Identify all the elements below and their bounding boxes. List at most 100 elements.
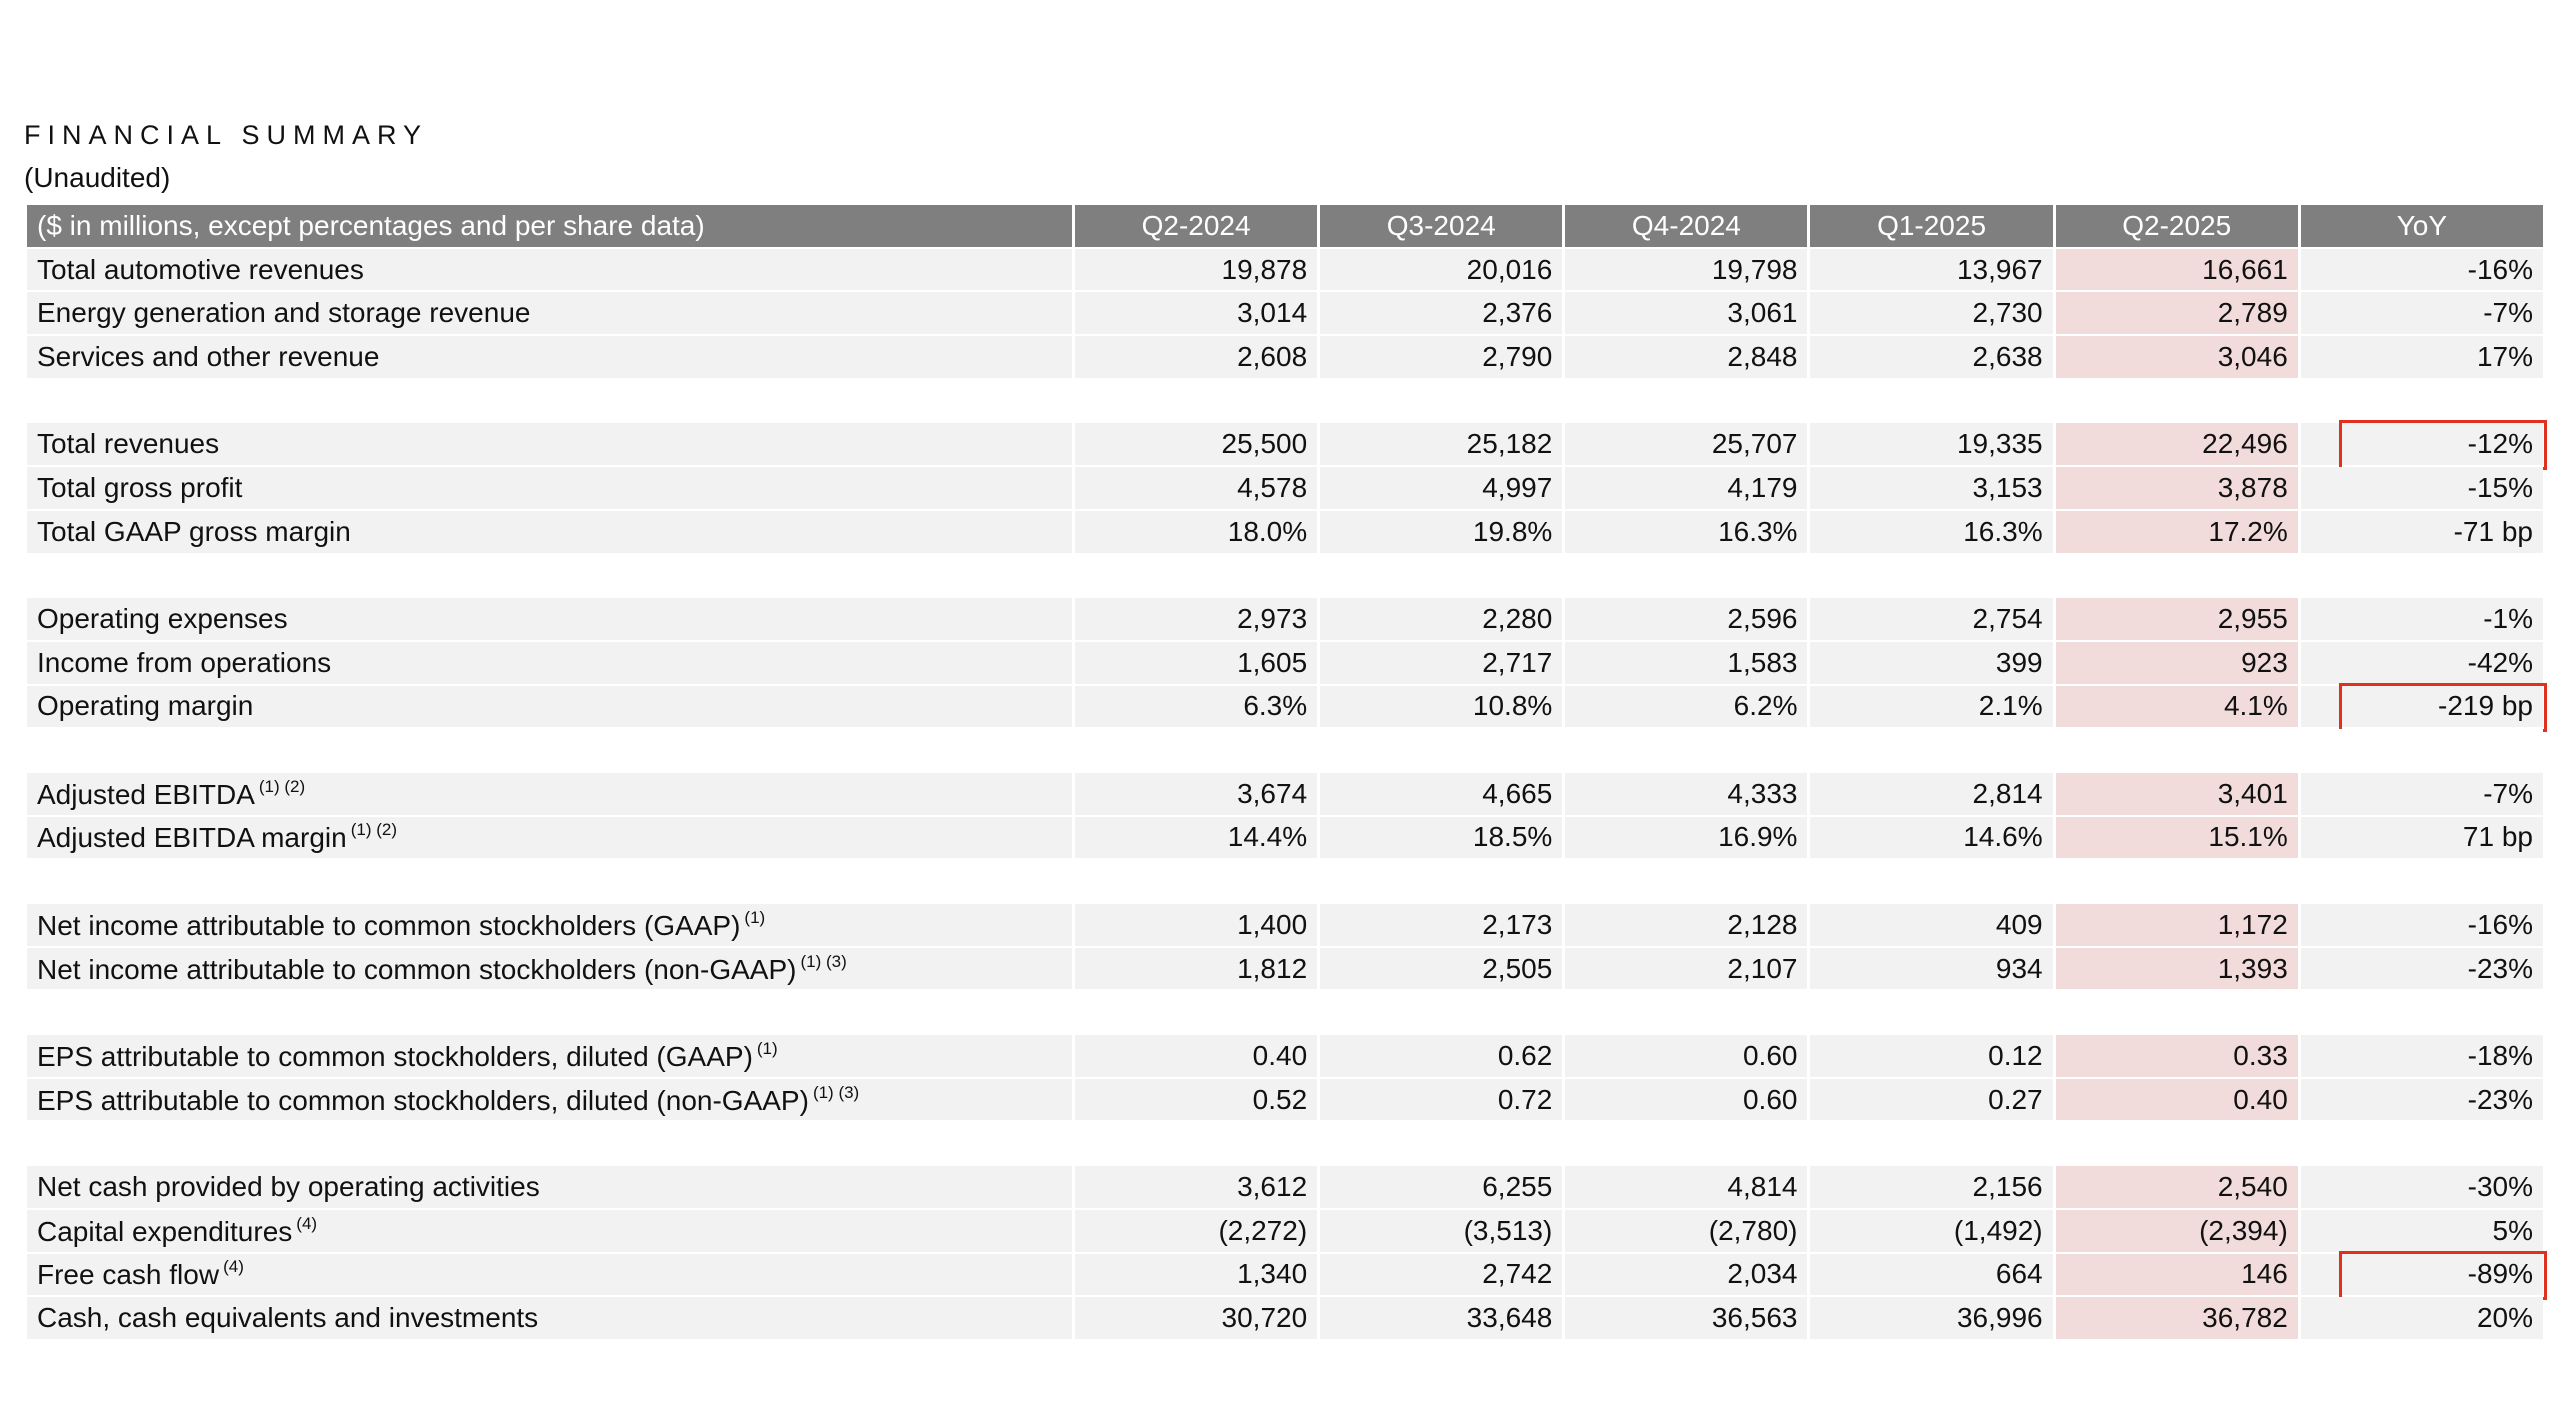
value-cell: 2,717 — [1320, 641, 1563, 684]
value-cell: (2,780) — [1565, 1209, 1808, 1252]
value-cell: 5% — [2300, 1209, 2543, 1252]
spacer-cell — [1320, 554, 1563, 597]
value-cell: 0.40 — [1075, 1035, 1318, 1077]
data-row: EPS attributable to common stockholders,… — [27, 1078, 2543, 1121]
value-cell: 2,814 — [1810, 772, 2053, 815]
value-cell: 4,997 — [1320, 467, 1563, 509]
spacer-cell — [1320, 860, 1563, 902]
value-cell: -16% — [2300, 248, 2543, 291]
value-cell: 2,742 — [1320, 1253, 1563, 1296]
value-cell: 4,578 — [1075, 467, 1318, 509]
value-cell: 1,605 — [1075, 641, 1318, 684]
spacer-cell — [1320, 1122, 1563, 1165]
spacer-cell — [2055, 1122, 2298, 1165]
value-cell: -18% — [2300, 1035, 2543, 1077]
spacer-row — [27, 729, 2543, 771]
spacer-cell — [1810, 1122, 2053, 1165]
highlight-box — [2338, 1250, 2547, 1301]
value-cell: 4,814 — [1565, 1166, 1808, 1208]
data-row: Total GAAP gross margin 18.0% 19.8% 16.3% 16… — [27, 510, 2543, 553]
value-cell: 146 — [2055, 1253, 2298, 1296]
footnote-ref: (1) — [756, 1038, 778, 1058]
value-cell: 664 — [1810, 1253, 2053, 1296]
column-header: Q2-2025 — [2055, 205, 2298, 247]
value-cell: 1,393 — [2055, 947, 2298, 990]
value-cell: 2,754 — [1810, 598, 2053, 640]
row-label-text: Net income attributable to common stockh… — [37, 953, 797, 985]
data-row: Net income attributable to common stockh… — [27, 947, 2543, 990]
value-cell: 2,540 — [2055, 1166, 2298, 1208]
value-cell: 3,674 — [1075, 772, 1318, 815]
value-cell: 4.1% — [2055, 685, 2298, 728]
value-cell: 3,046 — [2055, 336, 2298, 378]
highlight-box — [2338, 420, 2547, 471]
value-cell: 2,790 — [1320, 336, 1563, 378]
row-label: Energy generation and storage revenue — [27, 292, 1072, 335]
value-cell: 3,153 — [1810, 467, 2053, 509]
row-label-text: Free cash flow — [37, 1259, 220, 1291]
value-cell: 0.40 — [2055, 1078, 2298, 1121]
value-cell: 1,340 — [1075, 1253, 1318, 1296]
column-header: ($ in millions, except percentages and p… — [27, 205, 1072, 247]
spacer-cell — [2300, 1122, 2543, 1165]
footnote-ref: (4) — [223, 1257, 244, 1277]
row-label-text: Capital expenditures — [37, 1215, 293, 1247]
value-cell: 17.2% — [2055, 510, 2298, 553]
value-cell: 18.0% — [1075, 510, 1318, 553]
row-label-text: Cash, cash equivalents and investments — [37, 1302, 539, 1334]
value-cell: 2,107 — [1565, 947, 1808, 990]
spacer-cell — [27, 1122, 1072, 1165]
spacer-cell — [2055, 554, 2298, 597]
header-row: ($ in millions, except percentages and p… — [27, 205, 2543, 247]
row-label-text: Total gross profit — [37, 471, 243, 503]
value-cell: 25,707 — [1565, 423, 1808, 466]
value-cell: 36,996 — [1810, 1297, 2053, 1339]
value-cell: (3,513) — [1320, 1209, 1563, 1252]
value-cell: 4,665 — [1320, 772, 1563, 815]
value-cell: 3,401 — [2055, 772, 2298, 815]
value-cell: 2,505 — [1320, 947, 1563, 990]
footnote-ref: (1) — [744, 907, 766, 927]
value-cell: 14.4% — [1075, 816, 1318, 859]
data-row: Operating margin 6.3% 10.8% 6.2% 2.1% 4.1% -21… — [27, 682, 2547, 733]
value-cell: 0.27 — [1810, 1078, 2053, 1121]
data-row: Energy generation and storage revenue 3,0… — [27, 292, 2543, 335]
row-label: EPS attributable to common stockholders,… — [27, 1078, 1072, 1121]
row-label: EPS attributable to common stockholders,… — [27, 1035, 1072, 1077]
spacer-cell — [2055, 379, 2298, 422]
value-cell: -1% — [2300, 598, 2543, 640]
data-row: Services and other revenue 2,608 2,790 2,84… — [27, 336, 2543, 378]
value-cell: 2,973 — [1075, 598, 1318, 640]
value-cell: -15% — [2300, 467, 2543, 509]
value-cell: -71 bp — [2300, 510, 2543, 553]
value-cell: 20% — [2300, 1297, 2543, 1339]
spacer-cell — [1810, 379, 2053, 422]
value-cell: 15.1% — [2055, 816, 2298, 859]
value-cell: 0.60 — [1565, 1035, 1808, 1077]
spacer-cell — [27, 554, 1072, 597]
value-cell: 25,182 — [1320, 423, 1563, 466]
value-cell: 0.62 — [1320, 1035, 1563, 1077]
value-cell: 16,661 — [2055, 248, 2298, 291]
value-cell: (1,492) — [1810, 1209, 2053, 1252]
row-label-text: Net income attributable to common stockh… — [37, 909, 741, 941]
value-cell: 2,730 — [1810, 292, 2053, 335]
value-cell: 25,500 — [1075, 423, 1318, 466]
spacer-cell — [2055, 729, 2298, 771]
value-cell: -23% — [2300, 947, 2543, 990]
row-label: Net cash provided by operating activitie… — [27, 1166, 1072, 1208]
footnote-ref: (4) — [296, 1213, 318, 1233]
spacer-cell — [1075, 729, 1318, 771]
value-cell: 0.72 — [1320, 1078, 1563, 1121]
value-cell: 1,812 — [1075, 947, 1318, 990]
value-cell: 2,789 — [2055, 292, 2298, 335]
spacer-cell — [1565, 860, 1808, 902]
value-cell: -12% — [2300, 420, 2547, 471]
row-label-text: Adjusted EBITDA margin — [37, 822, 347, 854]
value-cell: 19,878 — [1075, 248, 1318, 291]
value-cell: 0.33 — [2055, 1035, 2298, 1077]
data-row: Total automotive revenues 19,878 20,016 19,… — [27, 248, 2543, 291]
value-cell: -30% — [2300, 1166, 2543, 1208]
row-label-text: Total GAAP gross margin — [37, 515, 351, 547]
